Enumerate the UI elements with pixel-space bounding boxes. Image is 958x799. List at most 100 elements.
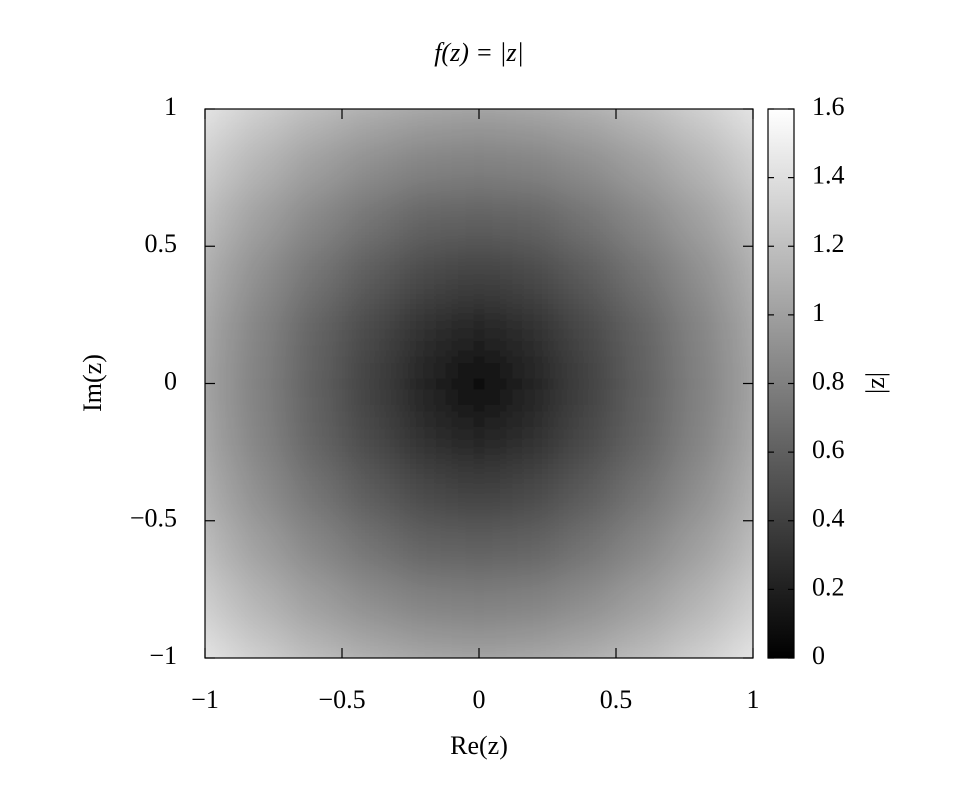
- heatmap-cell: [396, 410, 453, 467]
- heatmap-cell: [396, 575, 453, 632]
- heatmap-cell: [342, 301, 398, 357]
- heatmap-cell: [232, 191, 288, 247]
- x-axis-label: Re(z): [450, 731, 508, 760]
- heatmap-cell: [205, 109, 233, 137]
- heatmap-cell: [342, 356, 398, 412]
- heatmap-cell: [506, 520, 562, 577]
- heatmap-cell: [670, 136, 727, 192]
- heatmap: [205, 109, 753, 658]
- heatmap-cell: [725, 301, 753, 357]
- heatmap-cell: [232, 301, 288, 357]
- y-tick-label: −0.5: [130, 504, 177, 533]
- heatmap-cell: [725, 575, 753, 632]
- heatmap-cell: [616, 356, 672, 412]
- heatmap-cell: [506, 301, 562, 357]
- heatmap-cell: [342, 630, 398, 658]
- colorbar-label: |z|: [861, 372, 890, 394]
- heatmap-cell: [396, 109, 453, 137]
- heatmap-cell: [616, 575, 672, 632]
- heatmap-cell: [396, 301, 453, 357]
- heatmap-cell: [342, 191, 398, 247]
- heatmap-cell: [725, 465, 753, 522]
- heatmap-cell: [232, 630, 288, 658]
- heatmap-cell: [616, 246, 672, 302]
- heatmap-cell: [205, 575, 233, 632]
- heatmap-cell: [232, 136, 288, 192]
- heatmap-cell: [616, 410, 672, 467]
- heatmap-cell: [342, 575, 398, 632]
- heatmap-cell: [616, 191, 672, 247]
- heatmap-cell: [287, 410, 343, 467]
- heatmap-cell: [670, 191, 727, 247]
- heatmap-cell: [670, 520, 727, 577]
- heatmap-cell: [506, 136, 562, 192]
- x-tick-label: 0.5: [600, 685, 633, 714]
- heatmap-cell: [205, 410, 233, 467]
- heatmap-cell: [451, 410, 507, 467]
- heatmap-cell: [232, 465, 288, 522]
- heatmap-cell: [506, 465, 562, 522]
- heatmap-cell: [396, 356, 453, 412]
- heatmap-cell: [561, 465, 617, 522]
- heatmap-cell: [506, 575, 562, 632]
- chart-title: f(z) = |z|: [434, 38, 524, 67]
- heatmap-cell: [725, 410, 753, 467]
- heatmap-cell: [287, 575, 343, 632]
- heatmap-cell: [396, 520, 453, 577]
- plot-area: [205, 109, 753, 658]
- heatmap-cell: [561, 356, 617, 412]
- heatmap-cell: [232, 410, 288, 467]
- heatmap-cell: [670, 109, 727, 137]
- heatmap-cell: [287, 246, 343, 302]
- heatmap-cell: [287, 301, 343, 357]
- heatmap-cell: [205, 191, 233, 247]
- heatmap-cell: [561, 301, 617, 357]
- heatmap-cell: [287, 356, 343, 412]
- heatmap-cell: [725, 109, 753, 137]
- heatmap-cell: [232, 246, 288, 302]
- heatmap-cell: [451, 465, 507, 522]
- heatmap-cell: [616, 630, 672, 658]
- heatmap-cell: [670, 356, 727, 412]
- heatmap-cell: [451, 191, 507, 247]
- heatmap-cell: [561, 191, 617, 247]
- heatmap-cell: [205, 246, 233, 302]
- colorbar-tick-label: 1: [812, 298, 825, 327]
- heatmap-cell: [451, 246, 507, 302]
- heatmap-cell: [342, 410, 398, 467]
- heatmap-cell: [561, 520, 617, 577]
- heatmap-cell: [287, 136, 343, 192]
- heatmap-cell: [342, 109, 398, 137]
- colorbar-tick-label: 0.6: [812, 435, 845, 464]
- heatmap-cell: [396, 465, 453, 522]
- heatmap-cell: [616, 465, 672, 522]
- heatmap-cell: [342, 246, 398, 302]
- heatmap-cell: [616, 301, 672, 357]
- heatmap-cell: [670, 301, 727, 357]
- heatmap-cell: [205, 136, 233, 192]
- heatmap-cell: [451, 301, 507, 357]
- y-axis-label: Im(z): [78, 354, 107, 412]
- heatmap-cell: [506, 191, 562, 247]
- x-tick-label: 1: [747, 685, 760, 714]
- heatmap-cell: [232, 520, 288, 577]
- heatmap-cell: [670, 410, 727, 467]
- heatmap-cell: [451, 520, 507, 577]
- heatmap-cell: [616, 136, 672, 192]
- heatmap-cell: [616, 109, 672, 137]
- heatmap-cell: [232, 356, 288, 412]
- heatmap-cell: [396, 246, 453, 302]
- heatmap-cell: [396, 136, 453, 192]
- colorbar-tick-label: 0.8: [812, 366, 845, 395]
- heatmap-cell: [232, 575, 288, 632]
- colorbar-tick-label: 1.6: [812, 92, 845, 121]
- colorbar-tick-label: 1.2: [812, 229, 845, 258]
- heatmap-cell: [287, 520, 343, 577]
- heatmap-cell: [725, 520, 753, 577]
- y-tick-label: 1: [164, 92, 177, 121]
- heatmap-cell: [670, 465, 727, 522]
- heatmap-cell: [451, 356, 507, 412]
- heatmap-cell: [725, 191, 753, 247]
- heatmap-cell: [451, 575, 507, 632]
